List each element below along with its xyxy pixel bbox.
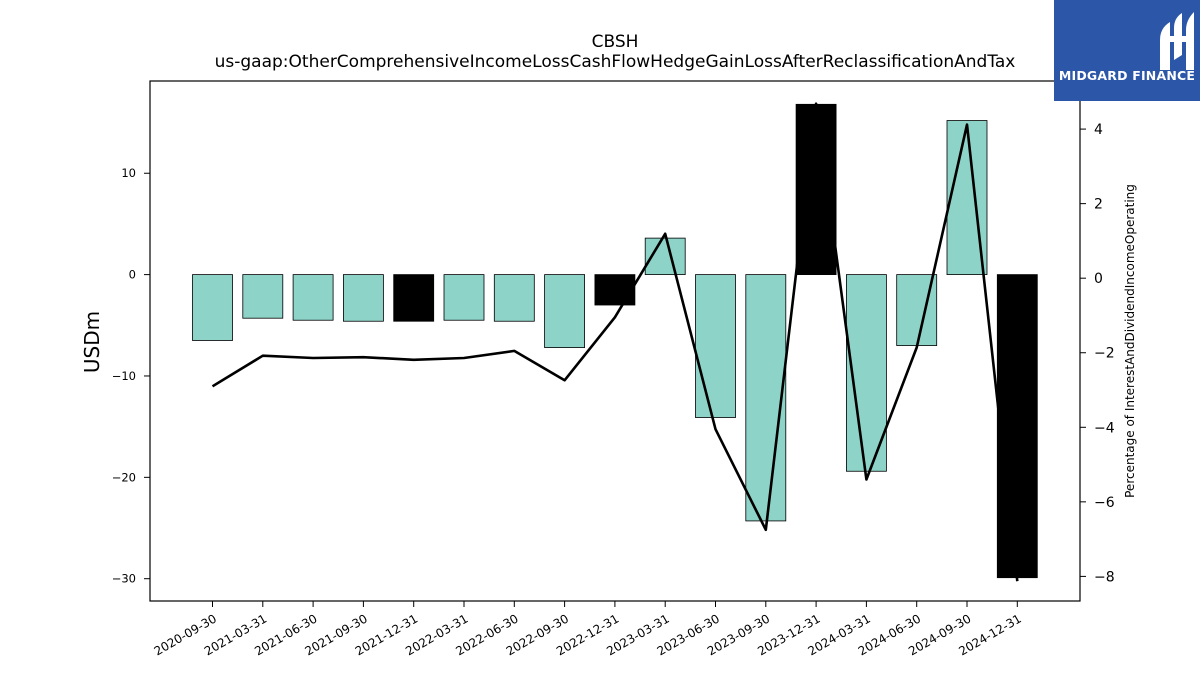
plot-frame: [149, 80, 1081, 602]
midgard-finance-logo: MIDGARD FINANCE: [1054, 0, 1200, 101]
midgard-logo-icon: [1160, 12, 1194, 70]
bar: [745, 274, 787, 522]
y-tick-label: 10: [121, 166, 136, 180]
chart-title: CBSH: [591, 32, 639, 52]
bar: [594, 274, 636, 306]
x-axis: 2020-09-302021-03-312021-06-302021-09-30…: [152, 601, 1024, 658]
bar: [342, 274, 384, 322]
bar: [443, 274, 485, 321]
logo-text: MIDGARD FINANCE: [1058, 68, 1196, 83]
y2-tick-label: −2: [1094, 346, 1115, 362]
y-tick-label: 0: [129, 268, 136, 282]
bar: [292, 274, 334, 321]
y-axis-label: USDm: [80, 311, 104, 373]
bar: [695, 274, 736, 418]
bar: [795, 103, 837, 276]
y2-tick-label: 0: [1094, 271, 1103, 287]
y2-tick-label: −4: [1094, 420, 1115, 436]
bar: [192, 274, 233, 341]
bar: [996, 274, 1038, 579]
y2-axis-label: Percentage of InterestAndDividendIncomeO…: [1123, 184, 1137, 498]
line-series: [211, 102, 1019, 582]
bar: [493, 274, 535, 322]
y-axis-right: 4 2 0 −2 −4 −6 −8: [1080, 122, 1115, 585]
line-path: [211, 102, 1019, 582]
y-tick-label: −10: [112, 369, 136, 383]
y2-tick-label: −6: [1094, 495, 1115, 511]
bar: [393, 274, 435, 322]
chart-subtitle: us-gaap:OtherComprehensiveIncomeLossCash…: [214, 52, 1016, 72]
y2-tick-label: 4: [1094, 122, 1103, 138]
y2-tick-label: −8: [1094, 569, 1115, 585]
bar: [544, 274, 585, 348]
y-axis-left: 10 0 −10 −20 −30: [112, 166, 150, 586]
y-tick-label: −30: [112, 572, 136, 586]
bar: [846, 274, 887, 472]
bar-series: [192, 103, 1038, 579]
y-tick-label: −20: [112, 470, 136, 484]
y2-tick-label: 2: [1094, 197, 1103, 213]
bar: [242, 274, 284, 319]
